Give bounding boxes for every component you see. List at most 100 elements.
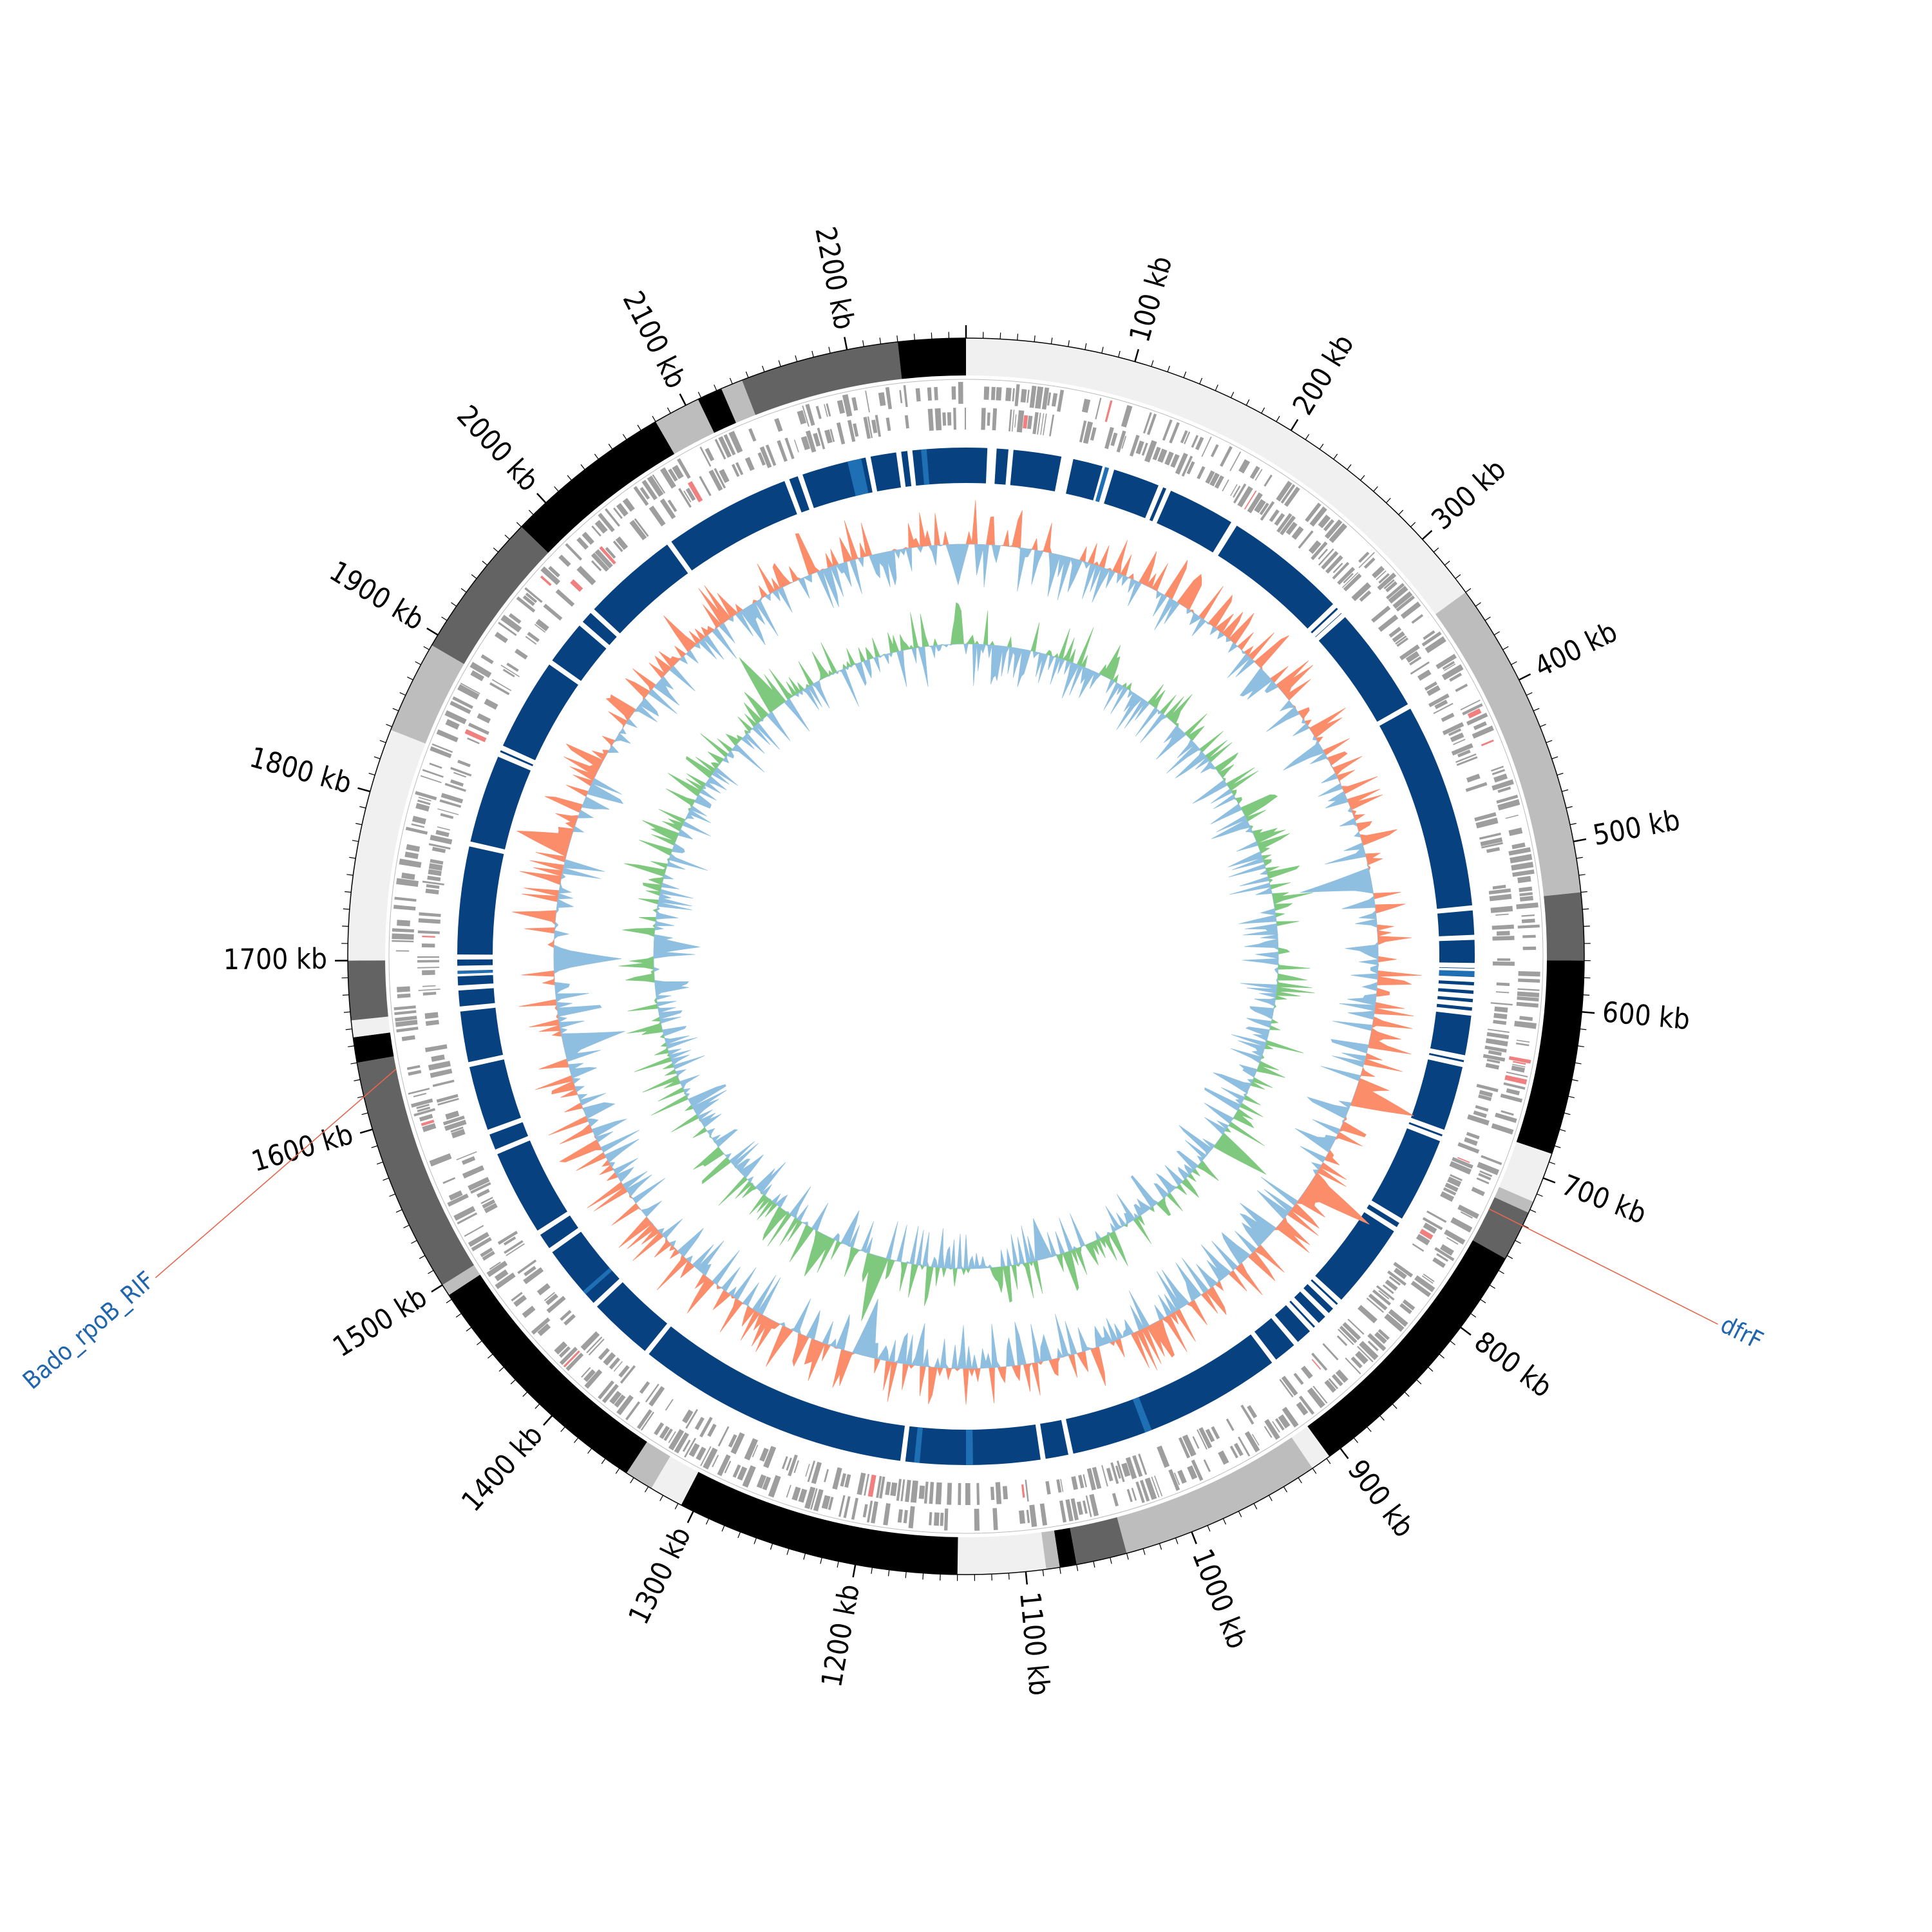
cds-feature (394, 896, 417, 902)
minor-tick (697, 392, 702, 398)
cds-feature (1129, 435, 1140, 457)
cds-feature (435, 829, 450, 837)
contig-segment (1435, 592, 1581, 896)
blast-hit (789, 476, 810, 513)
cds-feature (996, 387, 1002, 401)
cds-feature (591, 560, 602, 571)
cds-feature (1519, 892, 1533, 896)
cds-feature (672, 464, 684, 480)
cds-feature (802, 405, 810, 427)
cds-feature (1019, 1510, 1026, 1524)
minor-tick (1367, 1426, 1372, 1432)
gc-skew-negative (653, 643, 1279, 1269)
cds-feature (1400, 601, 1421, 620)
cds-feature (1293, 1372, 1304, 1385)
major-tick (1025, 1571, 1028, 1585)
cds-feature (614, 1394, 626, 1408)
minor-tick (1360, 475, 1365, 481)
blast-hit (1303, 1283, 1334, 1313)
minor-tick (1571, 1079, 1578, 1081)
cds-feature (1522, 934, 1536, 938)
cds-feature (506, 1243, 525, 1256)
minor-tick (1126, 1553, 1129, 1560)
minor-tick (721, 1525, 725, 1532)
cds-feature (1452, 1157, 1473, 1169)
minor-tick (389, 1193, 395, 1197)
cds-feature (480, 1197, 493, 1204)
cds-feature (786, 1457, 792, 1471)
cds-feature (436, 1094, 459, 1103)
cds-feature (1367, 1340, 1379, 1352)
cds-feature (484, 1202, 498, 1213)
cds-feature (1264, 474, 1273, 487)
cds-feature (616, 1394, 634, 1416)
cds-feature (1092, 1466, 1102, 1490)
cds-feature (915, 388, 921, 402)
cds-feature (1332, 562, 1350, 580)
cds-feature (508, 613, 522, 624)
cds-feature (1233, 483, 1247, 504)
cds-feature (447, 1193, 469, 1207)
cds-feature (1485, 1038, 1508, 1046)
minor-tick (1537, 1193, 1543, 1197)
minor-tick (528, 509, 534, 515)
cds-feature (396, 1027, 419, 1033)
cds-feature (548, 565, 560, 578)
cds-feature (717, 1454, 731, 1477)
cds-feature (431, 1054, 445, 1062)
minor-tick (451, 602, 457, 607)
cds-feature (416, 1103, 430, 1110)
minor-tick (1583, 994, 1590, 996)
cds-feature (442, 1115, 465, 1126)
cds-feature (1516, 1039, 1530, 1043)
blast-hit (1066, 1334, 1273, 1454)
cds-feature (1386, 583, 1405, 600)
rna-feature (1021, 1484, 1025, 1498)
cds-feature (430, 835, 453, 845)
cds-feature (1173, 1472, 1180, 1486)
minor-tick (644, 1486, 649, 1493)
blast-hit (870, 452, 902, 492)
minor-tick (428, 1270, 434, 1274)
blast-hit (1428, 1053, 1464, 1063)
cds-feature (908, 1506, 915, 1529)
cds-feature (415, 791, 437, 800)
cds-feature (444, 1119, 467, 1132)
minor-tick (1470, 1313, 1477, 1318)
cds-feature (1416, 1233, 1430, 1245)
cds-feature (1276, 480, 1293, 502)
cds-feature (947, 1482, 952, 1505)
cds-feature (1144, 440, 1157, 463)
cds-feature (929, 1482, 934, 1504)
cds-feature (844, 1473, 851, 1488)
cds-feature (565, 543, 582, 561)
minor-tick (622, 433, 627, 440)
cds-feature (392, 940, 414, 943)
cds-feature (1002, 1486, 1009, 1500)
blast-hit (489, 1122, 529, 1150)
cds-feature (1337, 567, 1356, 585)
cds-feature (714, 468, 726, 489)
cds-feature (1484, 1045, 1507, 1053)
minor-tick (1068, 340, 1070, 347)
cds-feature (591, 525, 601, 537)
cds-feature (1311, 541, 1328, 560)
cds-feature (964, 408, 966, 430)
blast-hit (1437, 988, 1474, 994)
cds-feature (1399, 1303, 1412, 1314)
cds-feature (1515, 1042, 1530, 1046)
cds-feature (1487, 1028, 1510, 1034)
minor-tick (1526, 692, 1533, 696)
cds-feature (1238, 1436, 1251, 1457)
cds-feature (1517, 876, 1531, 884)
cds-feature (1372, 1289, 1392, 1306)
major-tick (687, 1511, 694, 1524)
rna-feature (1104, 400, 1113, 422)
cds-feature (1322, 1343, 1339, 1361)
blast-hit-variant (966, 1429, 973, 1465)
blast-hit (1294, 1291, 1325, 1323)
cds-feature (417, 799, 431, 806)
cds-feature (1395, 635, 1407, 645)
cds-feature (793, 1460, 799, 1473)
cds-feature (1335, 1369, 1349, 1383)
